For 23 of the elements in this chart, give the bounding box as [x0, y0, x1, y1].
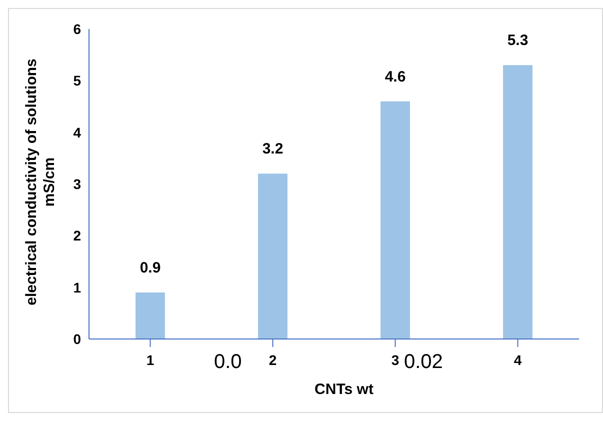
- data-label: 3.2: [262, 140, 284, 158]
- y-tick-label: 0: [73, 330, 82, 347]
- x-axis-title: CNTs wt: [314, 381, 374, 398]
- x-tick-label: 2: [268, 352, 277, 368]
- data-label: 5.3: [507, 32, 528, 50]
- y-axis-title: electrical conductivity of solutions mS/cm: [23, 58, 59, 308]
- y-tick-label: 2: [73, 228, 82, 244]
- x-tick-label: 1: [146, 352, 154, 368]
- y-tick-label: 5: [73, 72, 82, 89]
- y-tick-label: 4: [73, 124, 82, 140]
- y-tick-label: 6: [73, 20, 82, 37]
- bar: [258, 174, 288, 339]
- text: 0.0: [214, 351, 242, 374]
- bar: [380, 101, 410, 339]
- y-tick-label: 1: [73, 279, 82, 296]
- bar: [136, 292, 165, 339]
- text: 0.02: [404, 351, 443, 374]
- data-label: 4.6: [384, 68, 406, 86]
- x-tick-label: 4: [514, 352, 522, 368]
- y-tick-label: 3: [73, 176, 82, 192]
- bar: [503, 65, 532, 339]
- x-tick-label: 3: [391, 352, 400, 368]
- data-label: 0.9: [140, 260, 161, 276]
